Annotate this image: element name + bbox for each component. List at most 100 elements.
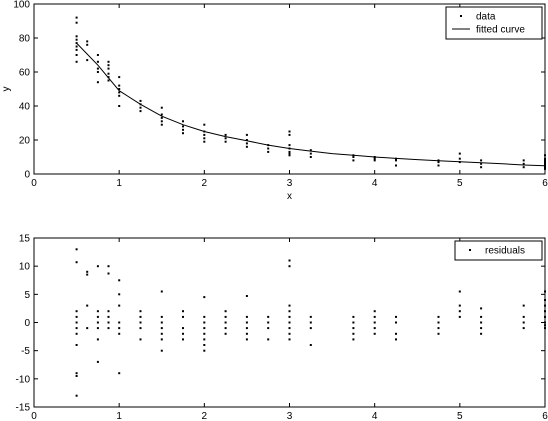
residual-point (544, 299, 546, 301)
residual-point (288, 321, 291, 324)
bottom-y-tick-label: 15 (19, 234, 31, 245)
data-point (309, 152, 312, 155)
top-y-tick-label: 60 (19, 68, 31, 79)
residual-point (437, 332, 440, 335)
data-point (437, 164, 440, 167)
data-point (267, 150, 270, 153)
residual-point (160, 332, 163, 335)
data-point (309, 149, 312, 152)
residual-point (288, 332, 291, 335)
residual-point (544, 327, 546, 330)
data-point (160, 123, 163, 126)
residual-point (437, 321, 440, 324)
residual-point (267, 338, 270, 341)
data-point (203, 133, 206, 136)
data-point (107, 79, 110, 82)
data-point (288, 150, 291, 153)
data-point (288, 144, 291, 147)
residual-point (160, 290, 163, 293)
residual-point (309, 344, 312, 346)
residual-point (267, 315, 270, 318)
residual-point (75, 372, 78, 375)
residual-point (96, 265, 99, 268)
residual-point (96, 360, 99, 363)
residual-point (75, 315, 78, 318)
top-y-axis-label: y (1, 87, 12, 92)
residual-point (203, 315, 206, 318)
residual-point (118, 372, 121, 375)
data-point (352, 159, 355, 162)
residual-point (288, 338, 291, 341)
data-point (544, 162, 546, 165)
residual-point (352, 321, 355, 324)
residual-point (107, 272, 110, 275)
data-point (373, 157, 376, 160)
residual-point (139, 321, 142, 324)
residual-point (373, 332, 376, 335)
data-point (288, 130, 291, 133)
residual-point (480, 321, 483, 324)
data-point (75, 45, 78, 48)
residual-point (245, 321, 248, 324)
bottom-x-tick-label: 6 (542, 411, 548, 421)
residual-point (160, 338, 163, 341)
residual-point (309, 315, 312, 318)
data-point (118, 91, 121, 94)
data-point (182, 132, 184, 135)
residual-point (245, 295, 248, 297)
residual-point (160, 327, 163, 330)
data-point (373, 159, 376, 162)
data-point (75, 16, 78, 19)
data-point (182, 125, 184, 128)
residual-point (75, 321, 78, 324)
data-point (96, 81, 99, 84)
data-point (75, 35, 78, 38)
data-point (86, 40, 89, 43)
residual-point (373, 321, 376, 324)
residual-point (544, 315, 546, 318)
residual-point (224, 332, 227, 335)
residual-point (522, 315, 525, 318)
residual-point (395, 321, 397, 324)
residual-point (288, 265, 291, 268)
data-point (203, 140, 206, 143)
bottom-x-tick-label: 0 (31, 411, 37, 421)
data-point (75, 38, 78, 41)
data-point (75, 54, 78, 56)
bottom-y-tick-label: -15 (16, 403, 31, 414)
residual-point (224, 310, 227, 313)
residual-point (118, 332, 121, 335)
data-point (118, 94, 121, 97)
residual-point (86, 270, 89, 273)
data-point (182, 128, 184, 131)
residual-point (96, 321, 99, 324)
residual-point (139, 315, 142, 318)
data-point (480, 166, 483, 169)
data-point (96, 67, 99, 70)
residual-point (373, 315, 376, 318)
residual-point (458, 310, 461, 313)
residual-point (160, 315, 163, 318)
residual-point (309, 321, 312, 324)
bottom-x-tick-label: 2 (202, 411, 208, 421)
residual-point (107, 265, 110, 268)
bottom-y-tick-label: -5 (21, 346, 30, 357)
residual-point (118, 304, 121, 307)
residual-point (245, 338, 248, 341)
residual-point (522, 327, 525, 330)
bottom-y-tick-label: 0 (24, 318, 30, 329)
residual-point (544, 321, 546, 324)
data-point (480, 162, 483, 165)
data-point (203, 137, 206, 140)
residual-point (395, 315, 397, 318)
residual-point (203, 332, 206, 335)
residual-point (86, 327, 89, 330)
top-x-tick-label: 3 (287, 178, 293, 189)
residual-point (373, 310, 376, 313)
residual-point (75, 375, 78, 377)
bottom-y-tick-label: 10 (19, 262, 31, 273)
data-point (118, 105, 121, 107)
residual-point (107, 321, 110, 324)
bottom-x-tick-label: 1 (116, 411, 122, 421)
